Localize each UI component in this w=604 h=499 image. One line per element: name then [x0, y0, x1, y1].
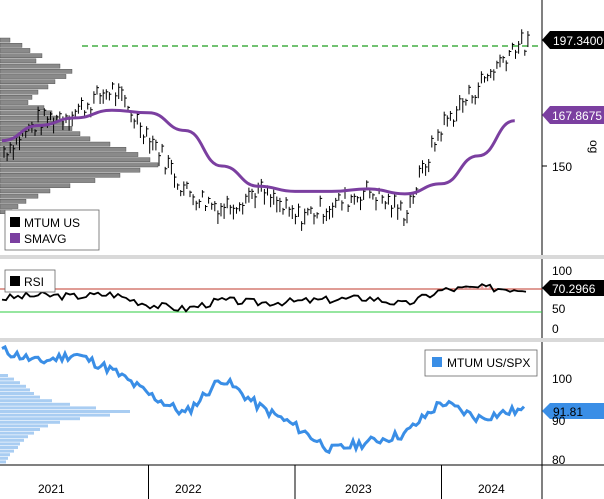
x-axis: 2021 2022 2023 2024: [38, 482, 505, 496]
price-tag-value: 197.3400: [553, 34, 603, 48]
price-profile-bar: [0, 68, 73, 74]
relative-profile-bar: [0, 374, 8, 377]
price-axis-label: og: [587, 140, 601, 153]
relative-profile-bar: [0, 435, 28, 439]
price-profile-bar: [0, 131, 81, 137]
tick-150: 150: [552, 160, 572, 174]
price-profile-bar: [0, 110, 53, 116]
legend-mtum: MTUM US: [24, 216, 80, 230]
x-label-2022: 2022: [175, 482, 202, 496]
price-legend: MTUM US SMAVG: [4, 209, 100, 251]
relative-profile-bar: [0, 406, 96, 410]
price-profile-bar: [0, 162, 159, 168]
legend-swatch-smavg: [10, 233, 20, 243]
rsi-tag-value: 70.2966: [552, 282, 596, 296]
rel-tick-90: 90: [552, 414, 566, 428]
rel-tick-100: 100: [552, 372, 572, 386]
price-profile-bar: [0, 79, 56, 84]
relative-profile-bar: [0, 424, 48, 428]
rsi-tag: 70.2966: [542, 280, 604, 296]
price-profile-bar: [0, 152, 139, 157]
price-tag: 197.3400: [542, 31, 604, 49]
price-profile-bar: [0, 48, 31, 53]
relative-profile-bar: [0, 395, 40, 399]
relative-profile-bar: [0, 428, 40, 431]
relative-profile-bar: [0, 449, 14, 453]
year-separators: [148, 465, 442, 499]
price-profile-bar: [0, 172, 121, 178]
price-ohlc-series: [3, 29, 530, 231]
price-profile-bar: [0, 198, 27, 204]
price-profile-bar: [0, 43, 23, 48]
relative-profile-bar: [0, 417, 80, 421]
relative-profile-bar: [0, 446, 18, 449]
price-profile-bar: [0, 183, 71, 189]
sma-tag: 167.8675: [542, 106, 604, 124]
x-label-2021: 2021: [38, 482, 65, 496]
rel-tick-80: 80: [552, 453, 566, 467]
price-profile-bar: [0, 63, 61, 69]
price-profile-bar: [0, 115, 59, 121]
price-profile-bar: [0, 188, 51, 194]
price-profile-bar: [0, 84, 49, 90]
legend-rsi: RSI: [24, 275, 44, 289]
price-profile-bar: [0, 89, 39, 95]
rsi-tick-0: 0: [552, 322, 559, 336]
relative-profile-bar: [0, 460, 6, 464]
relative-line: [1, 344, 526, 455]
rsi-legend: RSI: [4, 269, 56, 293]
relative-profile-bar: [0, 399, 52, 403]
relative-profile-bar: [0, 413, 110, 417]
price-profile-bar: [0, 94, 33, 100]
rel-tag: 91.81: [542, 403, 604, 419]
x-label-2023: 2023: [345, 482, 372, 496]
price-profile-bar: [0, 105, 45, 110]
price-profile-bar: [0, 178, 96, 183]
price-profile-bar: [0, 146, 127, 152]
price-profile-bar: [0, 193, 39, 199]
price-profile-bar: [0, 157, 151, 163]
relative-profile-bar: [0, 402, 70, 406]
price-profile-bar: [0, 53, 43, 58]
price-profile-bar: [0, 141, 111, 147]
legend-rel: MTUM US/SPX: [447, 356, 530, 370]
relative-profile-bar: [0, 456, 8, 460]
rel-legend: MTUM US/SPX: [424, 349, 538, 377]
legend-smavg: SMAVG: [24, 232, 66, 246]
legend-swatch-mtum: [10, 217, 20, 227]
relative-profile-bar: [0, 392, 34, 395]
relative-volume-profile: [0, 374, 130, 464]
relative-profile-bar: [0, 388, 30, 392]
relative-profile-bar: [0, 410, 130, 413]
relative-profile-bar: [0, 420, 60, 424]
price-profile-bar: [0, 204, 19, 209]
price-profile-bar: [0, 167, 141, 173]
price-profile-bar: [0, 74, 67, 79]
relative-profile-bar: [0, 442, 20, 446]
rsi-line: [1, 283, 527, 313]
price-profile-bar: [0, 136, 91, 142]
x-label-2024: 2024: [478, 482, 505, 496]
relative-profile-bar: [0, 453, 10, 457]
relative-profile-bar: [0, 381, 20, 385]
price-profile-bar: [0, 58, 37, 64]
relative-profile-bar: [0, 431, 34, 435]
price-volume-profile: [0, 37, 159, 215]
rsi-tick-100: 100: [552, 264, 572, 278]
rsi-overbought-fill: [444, 284, 492, 289]
relative-profile-bar: [0, 384, 26, 388]
rel-tag-value: 91.81: [553, 405, 583, 419]
price-profile-bar: [0, 37, 11, 43]
relative-profile-bar: [0, 377, 14, 381]
relative-profile-bar: [0, 438, 24, 442]
sma-tag-value: 167.8675: [552, 109, 602, 123]
price-profile-bar: [0, 100, 29, 105]
smavg-line: [1, 108, 516, 196]
rsi-tick-50: 50: [552, 302, 566, 316]
